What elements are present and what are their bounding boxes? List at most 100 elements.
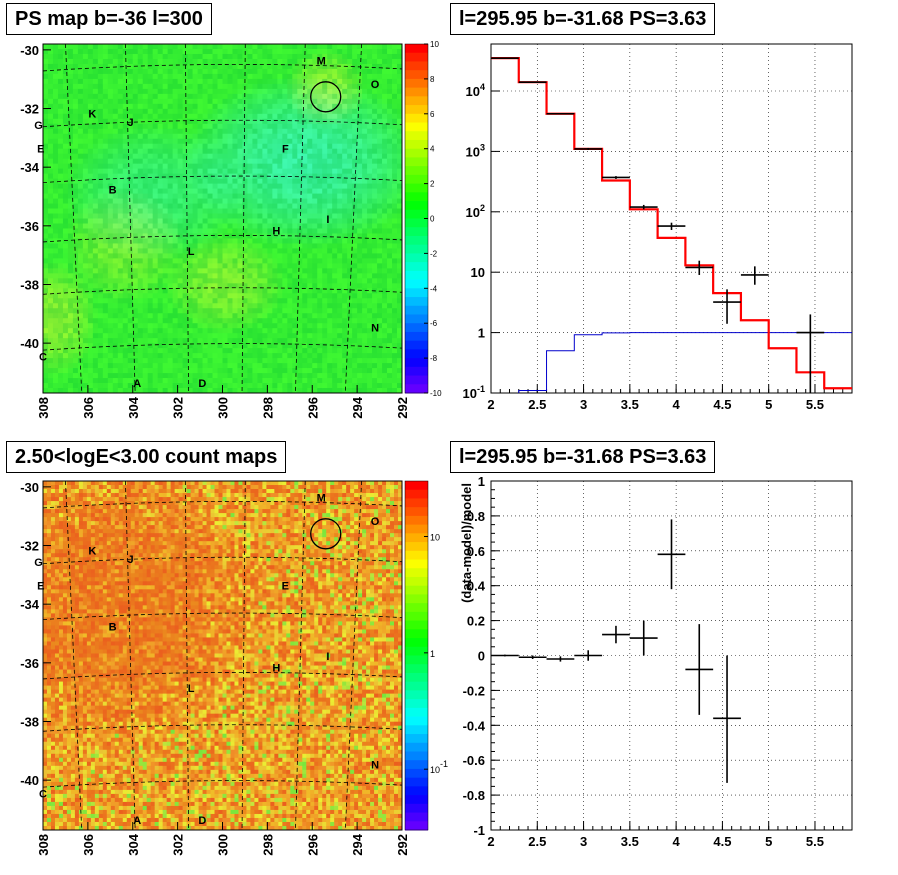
spectrum-data-point	[657, 222, 686, 230]
source-label: N	[371, 322, 379, 334]
map-coordinate-grid	[43, 44, 402, 393]
y-tick-label: -34	[20, 160, 40, 175]
y-tick-label: -0.6	[463, 753, 485, 768]
y-tick-label: -30	[20, 43, 39, 58]
map-parallel	[43, 780, 402, 788]
x-tick-label: 304	[126, 833, 141, 855]
map-parallel	[43, 556, 402, 565]
residual-data-point	[713, 655, 741, 783]
map-parallel	[43, 724, 402, 732]
source-label: E	[37, 144, 44, 156]
map-meridian	[65, 481, 83, 830]
x-tick-label: 4	[673, 834, 681, 849]
source-circle	[310, 518, 342, 550]
residual-data-point	[518, 655, 547, 659]
map-meridian	[295, 481, 306, 830]
colorbar-tick-label: -8	[430, 354, 438, 363]
x-tick-label: 302	[171, 397, 186, 419]
y-tick-label: -0.8	[463, 788, 485, 803]
source-label: O	[371, 516, 380, 528]
map-parallel	[43, 672, 402, 680]
map-parallel	[43, 501, 402, 509]
y-tick-label: -32	[20, 102, 39, 117]
map-pixels	[43, 481, 402, 830]
source-label: H	[272, 226, 280, 238]
x-tick-label: 300	[216, 834, 231, 856]
map-meridian	[184, 481, 189, 830]
colorbar-tick-label: -10	[430, 389, 442, 398]
x-tick-label: 296	[305, 397, 320, 419]
y-tick-label: -30	[20, 480, 39, 495]
source-label: E	[37, 581, 44, 593]
residual-data-point	[574, 650, 603, 661]
map-meridian	[65, 44, 83, 393]
x-tick-label: 308	[36, 397, 51, 419]
x-tick-label: 5.5	[806, 834, 824, 849]
map-meridian	[344, 44, 362, 393]
x-tick-label: 308	[36, 834, 51, 856]
y-tick-label: -36	[20, 656, 39, 671]
source-label: L	[188, 683, 195, 695]
map-meridian	[125, 44, 136, 393]
source-label: J	[127, 554, 133, 566]
x-tick-label: 2.5	[528, 834, 546, 849]
source-label: G	[34, 557, 43, 569]
y-tick-label: 0.2	[467, 614, 485, 629]
x-tick-label: 2.5	[528, 397, 546, 412]
y-tick-label: 1	[478, 474, 485, 489]
colorbar-tick-label: 8	[430, 75, 435, 84]
spectrum-frame	[490, 43, 853, 394]
y-tick-label: -36	[20, 219, 39, 234]
x-tick-label: 306	[81, 834, 96, 856]
source-label: B	[109, 622, 117, 634]
source-label: L	[188, 246, 195, 258]
y-tick-label: 104	[466, 82, 485, 99]
y-tick-label: -38	[20, 714, 39, 729]
y-tick-label: -40	[20, 773, 39, 788]
colorbar: 10 1 10-1	[404, 480, 448, 831]
y-tick-label: -34	[20, 597, 40, 612]
colorbar-tick-label: 10-1	[430, 759, 448, 775]
x-tick-label: 3.5	[621, 834, 639, 849]
colorbar: 10 8 6 4 2 0 -2 -4 -6 -8 -10	[404, 40, 442, 398]
colorbar-tick-label: -6	[430, 319, 438, 328]
colorbar-tick-label: 2	[430, 180, 435, 189]
map-parallel	[43, 235, 402, 243]
source-label: J	[127, 117, 133, 129]
source-label: A	[133, 815, 141, 827]
colorbar-frame	[404, 480, 429, 831]
count-map-title: 2.50<logE<3.00 count maps	[6, 441, 287, 473]
spectrum-series	[491, 57, 852, 393]
map-parallel	[43, 612, 402, 621]
y-tick-label: 0	[478, 649, 485, 664]
x-tick-label: 2	[487, 397, 494, 412]
spectrum-data-point	[491, 57, 519, 59]
y-tick-label: 102	[466, 203, 485, 220]
source-label: F	[282, 144, 289, 156]
y-tick-label: 1	[478, 326, 485, 341]
y-tick-label: -1	[473, 823, 485, 838]
source-label: G	[34, 120, 43, 132]
map-parallel	[43, 64, 402, 72]
x-tick-label: 298	[260, 834, 275, 856]
residual-data-point	[602, 625, 630, 644]
x-tick-label: 294	[350, 396, 365, 418]
residual-data-point	[657, 519, 686, 590]
map-parallel	[43, 343, 402, 351]
x-tick-label: 300	[216, 397, 231, 419]
spectrum-data-point	[546, 112, 575, 115]
x-tick-label: 294	[350, 833, 365, 855]
residual-panel: 2 2.5 3 3.5 4 4.5 5 5.5 1 0.8 0.6 0.4 0.2 0 -0.2 -0.4 -0…	[459, 474, 853, 849]
map-pixels	[43, 44, 402, 393]
spectrum-data-point	[796, 314, 825, 393]
spectrum-data-point	[629, 204, 658, 210]
x-tick-label: 304	[126, 396, 141, 418]
residual-data-point	[685, 624, 714, 715]
y-tick-label: -32	[20, 539, 39, 554]
colorbar-tick-label: 4	[430, 145, 435, 154]
x-tick-label: 306	[81, 397, 96, 419]
y-tick-label: 0.6	[467, 544, 485, 559]
